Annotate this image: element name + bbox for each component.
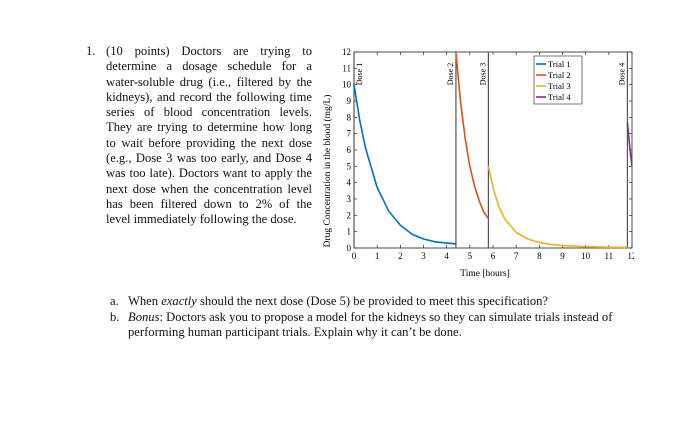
y-tick-label: 10 <box>342 80 352 90</box>
y-tick-label: 9 <box>347 96 352 106</box>
y-tick-label: 7 <box>347 129 352 139</box>
y-tick-label: 12 <box>342 47 351 57</box>
x-tick-label: 6 <box>491 251 496 261</box>
x-tick-label: 7 <box>514 251 519 261</box>
x-axis-label: Time [hours] <box>460 269 510 279</box>
series-line <box>487 166 628 249</box>
y-tick-label: 8 <box>347 112 352 122</box>
x-tick-label: 10 <box>581 251 591 261</box>
y-tick-label: 6 <box>347 145 352 155</box>
dose-label: Dose 2 <box>446 63 455 85</box>
x-tick-label: 8 <box>537 251 542 261</box>
x-tick-label: 2 <box>398 251 403 261</box>
chart-axes: 01234567891011120123456789101112 <box>342 47 634 261</box>
x-tick-label: 4 <box>444 251 449 261</box>
y-tick-label: 11 <box>342 63 351 73</box>
concentration-chart-svg: 01234567891011120123456789101112 Dose 1D… <box>322 47 634 279</box>
y-tick-label: 3 <box>347 194 352 204</box>
x-tick-label: 3 <box>421 251 426 261</box>
x-tick-label: 9 <box>560 251 565 261</box>
y-tick-label: 2 <box>347 210 352 220</box>
x-tick-label: 0 <box>352 251 357 261</box>
question-b-text: : Doctors ask you to propose a model for… <box>128 309 613 340</box>
question-b-emphasis: Bonus <box>128 309 160 324</box>
question-list: a. When exactly should the next dose (Do… <box>110 294 630 341</box>
chart-plot: Dose 1 Dose 2 Dose 3 Dose 4 <box>353 51 633 249</box>
x-tick-label: 1 <box>375 251 380 261</box>
question-a-letter: a. <box>110 294 119 308</box>
question-a: a. When exactly should the next dose (Do… <box>110 294 630 310</box>
question-a-text: should the next dose (Dose 5) be provide… <box>196 294 549 308</box>
question-b-letter: b. <box>110 309 120 324</box>
question-b: b. Bonus: Doctors ask you to propose a m… <box>110 310 630 341</box>
dose-label: Dose 1 <box>355 63 364 85</box>
legend-label: Trial 1 <box>548 59 571 69</box>
series-line <box>455 51 490 220</box>
problem-number: 1. <box>86 44 96 58</box>
question-a-pre: When <box>128 294 162 308</box>
dose-label: Dose 4 <box>617 63 626 85</box>
x-tick-label: 5 <box>468 251 473 261</box>
legend-label: Trial 3 <box>548 81 571 91</box>
concentration-chart: 01234567891011120123456789101112 Dose 1D… <box>318 44 634 284</box>
question-a-emphasis: exactly <box>161 294 197 308</box>
problem-statement: 1. (10 points) Doctors are trying to det… <box>86 44 312 228</box>
problem-text: (10 points) Doctors are trying to determ… <box>106 44 312 227</box>
y-tick-label: 1 <box>347 227 352 237</box>
legend-label: Trial 4 <box>548 92 571 102</box>
y-tick-label: 4 <box>347 178 352 188</box>
dose-label: Dose 3 <box>478 63 487 85</box>
y-tick-label: 5 <box>347 161 352 171</box>
legend-label: Trial 2 <box>548 70 571 80</box>
series-line <box>353 84 456 245</box>
x-tick-label: 12 <box>628 251 635 261</box>
y-axis-label: Drug Concentration in the blood (mg/L) <box>322 95 333 248</box>
series-line <box>626 122 633 167</box>
y-tick-label: 0 <box>347 243 352 253</box>
x-tick-label: 11 <box>604 251 613 261</box>
